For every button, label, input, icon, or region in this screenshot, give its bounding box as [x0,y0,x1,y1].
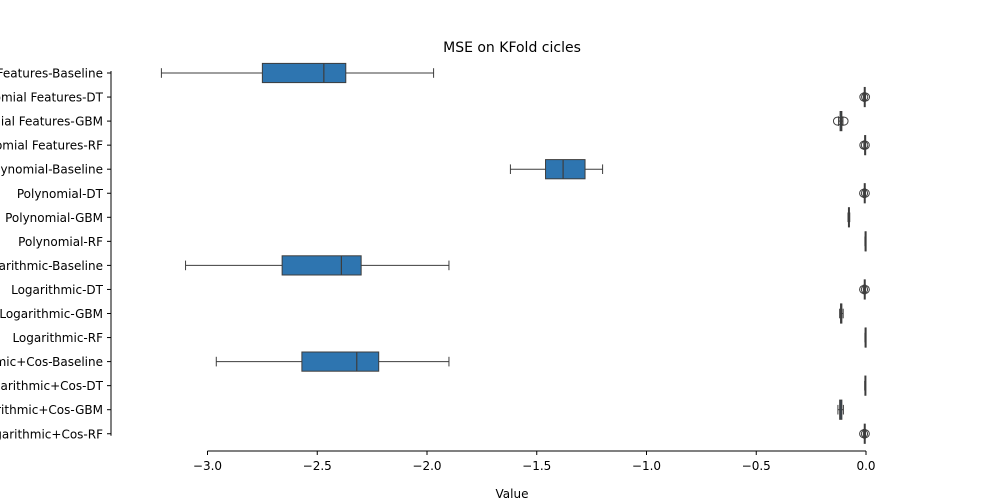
y-tick-label: Logarithmic-RF [12,331,103,345]
box-body [545,159,586,180]
box-9 [185,255,450,276]
flier-point [860,140,870,150]
flier-point [860,284,870,294]
y-tick-label: Polynomial Features-GBM [0,115,103,129]
y-tick-label: Logarithmic+Cos-Baseline [0,355,103,369]
x-tick-label: −2.5 [303,459,332,473]
box-14 [864,375,867,396]
flier-point [861,92,871,102]
chart-title: MSE on KFold cicles [443,40,581,56]
x-tick-label: −0.5 [742,459,771,473]
flier-point [860,188,870,198]
flier-point [832,116,842,126]
y-tick-label: Polynomial Features-Baseline [0,67,103,81]
box-2 [859,86,871,108]
box-10 [859,279,870,300]
y-tick-label: Logarithmic+Cos-DT [0,379,104,393]
box-8 [864,231,867,252]
x-tick-label: −1.0 [632,459,661,473]
y-tick-label: Logarithmic+Cos-RF [0,427,103,441]
flier-point [839,116,849,126]
y-axis: Polynomial Features-Baseline Polynomial F… [0,67,112,441]
box-series [160,62,871,444]
x-tick-label: 0.0 [856,459,875,473]
box-body [281,255,362,276]
x-axis: −3.0 −2.5 −2.0 −1.5 −1.0 −0.5 0.0 [193,450,876,473]
y-tick-label: Logarithmic+Cos-GBM [0,403,103,417]
x-tick-label: −2.0 [412,459,441,473]
y-tick-label: Logarithmic-GBM [0,307,103,321]
box-16 [859,423,870,444]
y-tick-label: Polynomial Features-RF [0,139,103,153]
box-13 [215,351,450,372]
y-tick-label: Polynomial-RF [18,235,103,249]
y-tick-label: Polynomial-GBM [5,211,103,225]
box-6 [859,183,870,204]
y-tick-label: Logarithmic-Baseline [0,259,103,273]
x-axis-label: Value [496,487,529,500]
x-tick-label: −1.5 [522,459,551,473]
box-body [261,62,347,84]
box-3 [832,111,849,132]
box-body [301,351,380,372]
box-15 [837,399,844,420]
flier-point [860,429,870,439]
y-tick-label: Logarithmic-DT [11,283,104,297]
y-tick-label: Polynomial-DT [17,187,104,201]
box-4 [859,135,870,156]
box-7 [847,207,851,228]
box-5 [509,159,604,180]
y-tick-label: Polynomial-Baseline [0,163,103,177]
box-1 [160,62,435,84]
x-tick-label: −3.0 [193,459,222,473]
box-11 [839,303,844,324]
box-12 [864,327,867,348]
y-tick-label: Polynomial Features-DT [0,91,104,105]
